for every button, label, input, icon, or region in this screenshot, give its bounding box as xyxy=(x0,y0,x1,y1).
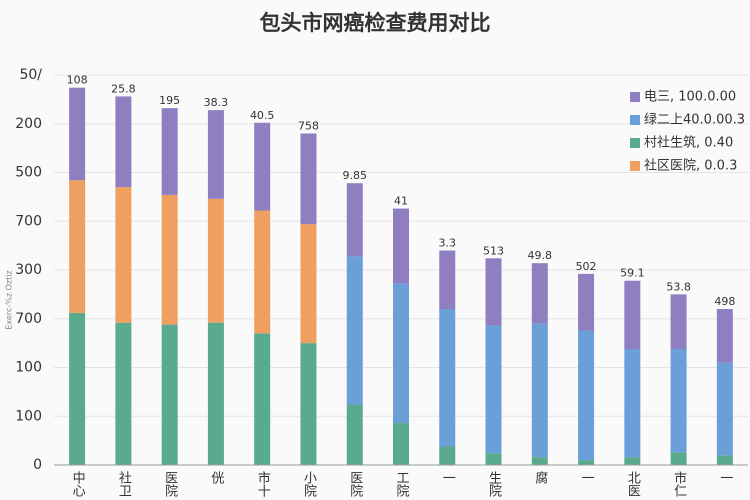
x-tick-label: 小院 xyxy=(301,471,317,497)
x-tick-label: 市仁 xyxy=(671,470,687,497)
x-tick-label: 一 xyxy=(717,471,733,484)
x-tick-label: 市十 xyxy=(255,470,271,497)
x-tick-label: 一 xyxy=(579,471,595,484)
legend-swatch xyxy=(630,138,640,148)
legend-swatch xyxy=(630,92,640,102)
y-tick-label: 300 xyxy=(15,262,42,278)
x-tick-label: 社卫 xyxy=(116,470,131,497)
bar-annotation: 25.8 xyxy=(111,82,136,95)
bar-segment xyxy=(439,309,456,447)
bar-segment xyxy=(254,122,271,211)
x-tick-label: 中心 xyxy=(70,471,86,497)
bar-annotation: 59.1 xyxy=(620,267,645,280)
bar-segment xyxy=(624,457,641,465)
bar-segment xyxy=(670,452,687,465)
bar-segment xyxy=(300,224,317,344)
bar-segment xyxy=(716,309,733,363)
bar-segment xyxy=(578,273,595,331)
bar-segment xyxy=(207,198,224,323)
bar-annotation: 41 xyxy=(394,195,408,208)
bar-segment xyxy=(531,457,548,465)
y-tick-label: 700 xyxy=(15,311,42,327)
y-tick-label: 200 xyxy=(15,116,42,132)
bar-segment xyxy=(716,455,733,465)
bar-segment xyxy=(161,108,178,195)
x-tick-label: 一 xyxy=(440,471,456,484)
x-tick-label: 生院 xyxy=(486,471,502,497)
bar-annotation: 9.85 xyxy=(342,169,367,182)
x-tick-label: 北医 xyxy=(625,471,641,497)
bar-segment xyxy=(161,324,178,465)
bar-segment xyxy=(485,325,502,454)
bar-segment xyxy=(346,256,363,405)
bar-annotation: 53.8 xyxy=(666,280,691,293)
bar-segment xyxy=(254,333,271,465)
legend-swatch xyxy=(630,115,640,125)
bar-segment xyxy=(716,362,733,456)
bar-annotation: 758 xyxy=(298,120,319,133)
bar-segment xyxy=(69,87,86,181)
bar-annotation: 38.3 xyxy=(204,96,229,109)
bar-segment xyxy=(393,423,409,465)
bar-segment xyxy=(346,404,363,465)
bar-annotation: 49.8 xyxy=(528,249,553,262)
bar-segment xyxy=(531,323,548,458)
bar-annotation: 40.5 xyxy=(250,109,275,122)
bar-segment xyxy=(624,348,641,458)
y-tick-label: 100 xyxy=(15,360,42,376)
legend-label: 村社生筑, 0.40 xyxy=(644,135,733,151)
x-tick-label: 医院 xyxy=(347,471,362,497)
bar-segment xyxy=(115,187,132,323)
x-tick-label: 医院 xyxy=(162,471,177,497)
y-axis-label: Exerc-%z Oztiz xyxy=(5,270,14,329)
bar-segment xyxy=(393,283,409,424)
bar-segment xyxy=(531,263,548,324)
y-tick-label: 100 xyxy=(15,408,42,424)
bar-segment xyxy=(207,322,224,465)
bar-annotation: 513 xyxy=(483,244,504,257)
bar-annotation: 108 xyxy=(67,74,88,87)
bar-segment xyxy=(69,312,86,465)
bar-segment xyxy=(69,180,86,313)
legend-label: 社区医院, 0.0.3 xyxy=(644,158,737,174)
bar-segment xyxy=(670,294,687,349)
bar-annotation: 498 xyxy=(714,295,735,308)
bar-segment xyxy=(115,322,132,465)
bar-segment xyxy=(393,208,409,284)
bar-segment xyxy=(300,343,317,465)
bar-annotation: 195 xyxy=(159,94,180,107)
bar-segment xyxy=(624,280,641,349)
y-tick-label: 500 xyxy=(15,165,42,181)
bar-segment xyxy=(115,96,132,188)
bar-annotation: 3.3 xyxy=(439,237,457,250)
bar-segment xyxy=(670,348,687,453)
bar-annotation: 502 xyxy=(576,260,597,273)
bar-segment xyxy=(207,110,224,199)
legend-label: 绿二上40.0.00.3 xyxy=(644,113,745,128)
bar-segment xyxy=(439,446,456,465)
legend-swatch xyxy=(630,161,640,171)
x-tick-label: 侊 xyxy=(208,471,224,485)
x-tick-label: 腐 xyxy=(532,471,548,485)
y-tick-label: 700 xyxy=(15,213,42,229)
y-tick-label: 0 xyxy=(33,457,42,473)
bar-segment xyxy=(485,453,502,465)
bar-segment xyxy=(439,250,456,309)
bar-segment xyxy=(578,330,595,461)
bar-segment xyxy=(346,183,363,257)
bar-segment xyxy=(161,194,178,325)
bar-segment xyxy=(578,460,595,465)
bar-segment xyxy=(254,210,271,334)
bar-segment xyxy=(300,133,317,225)
y-tick-label: 50/ xyxy=(19,67,42,83)
legend-label: 电三, 100.0.00 xyxy=(644,90,736,105)
chart-title: 包头市网癌检查费用对比 xyxy=(260,11,491,35)
x-tick-label: 工院 xyxy=(394,471,410,497)
bar-segment xyxy=(485,258,502,326)
